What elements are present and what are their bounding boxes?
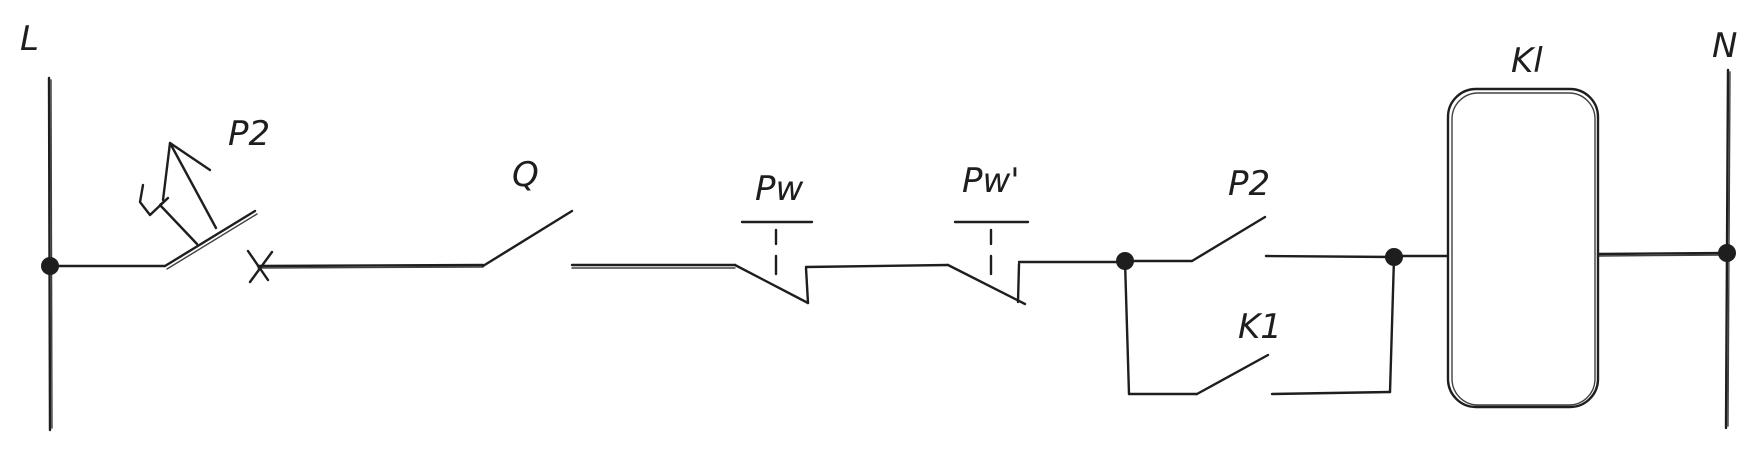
label-n: N — [1712, 26, 1737, 66]
wire-coil-to-n — [1596, 251, 1729, 256]
junction-node-n — [1718, 244, 1736, 262]
label-pw-prime: Pw' — [962, 161, 1020, 201]
p2-contact-switch — [1123, 215, 1396, 263]
breaker-q — [246, 209, 574, 284]
pw-prime-switch — [946, 220, 1127, 306]
label-p2-top: P2 — [228, 114, 270, 154]
k1-holding-contact — [1123, 256, 1396, 396]
label-l: L — [20, 19, 39, 59]
label-q: Q — [512, 155, 539, 195]
label-coil: Kl — [1511, 41, 1543, 81]
label-k1: K1 — [1238, 307, 1282, 347]
label-pw: Pw — [755, 169, 804, 209]
label-p2-contact: P2 — [1228, 164, 1270, 204]
pw-switch — [733, 220, 950, 305]
coil-kl — [1446, 87, 1600, 409]
line-rail-l — [47, 76, 53, 432]
p2-pushbutton-switch — [138, 141, 258, 270]
